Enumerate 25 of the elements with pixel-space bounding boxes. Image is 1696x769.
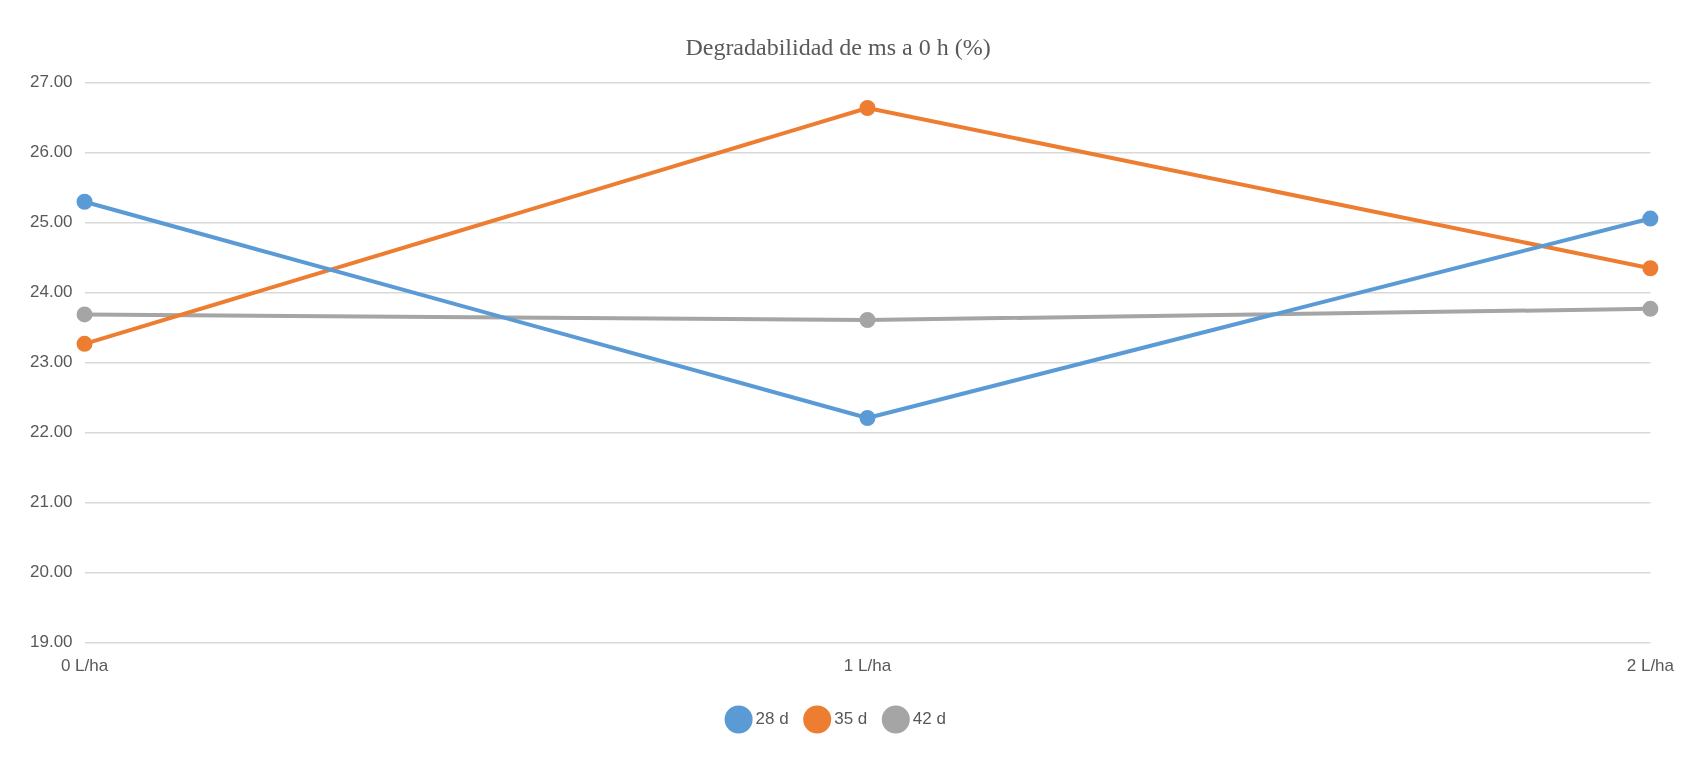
legend-label: 28 d: [755, 709, 789, 729]
point: [76, 335, 93, 352]
x-tick-label: 0 L/ha: [60, 656, 109, 676]
y-tick-label: 23.00: [29, 352, 73, 372]
y-tick-label: 20.00: [29, 562, 73, 582]
point: [76, 306, 93, 323]
y-tick-label: 24.00: [29, 282, 73, 302]
y-tick-label: 27.00: [29, 72, 73, 92]
point: [1642, 260, 1659, 277]
x-tick-label: 1 L/ha: [843, 656, 892, 676]
legend-label: 35 d: [834, 709, 868, 729]
x-tick-label: 2 L/ha: [1626, 656, 1675, 676]
y-tick-label: 19.00: [29, 632, 73, 652]
y-tick-label: 21.00: [29, 492, 73, 512]
point: [859, 409, 876, 426]
chart-title: Degradabilidad de ms a 0 h (%): [685, 33, 991, 60]
legend-label: 42 d: [912, 709, 946, 729]
y-tick-label: 25.00: [29, 212, 73, 232]
y-tick-label: 26.00: [29, 142, 73, 162]
point: [859, 312, 876, 329]
point: [1642, 300, 1659, 317]
point: [76, 193, 93, 210]
point: [1642, 210, 1659, 227]
y-tick-label: 22.00: [29, 422, 73, 442]
point: [859, 99, 876, 116]
